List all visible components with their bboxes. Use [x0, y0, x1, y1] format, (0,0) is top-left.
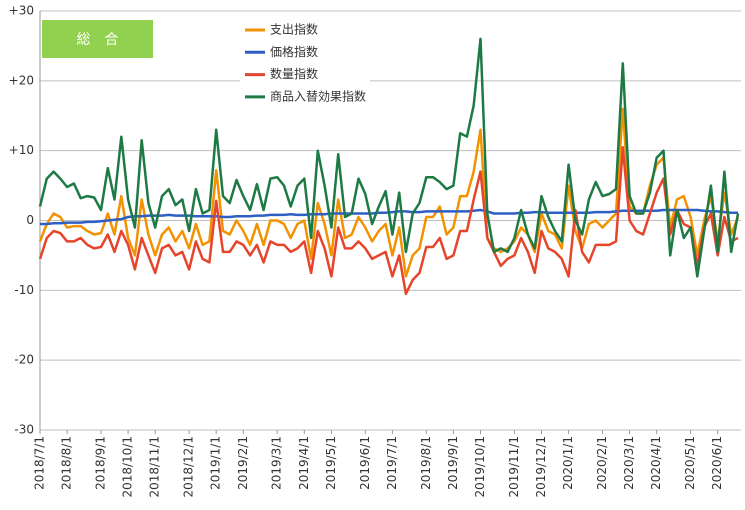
- x-tick-label: 2019/8/1: [419, 436, 433, 490]
- y-tick-label: +30: [9, 4, 34, 18]
- legend-label: 支出指数: [270, 22, 318, 37]
- series-line: [38, 145, 739, 296]
- y-tick-label: -20: [14, 353, 34, 367]
- x-tick-label: 2018/10/1: [121, 436, 135, 498]
- legend-label: 数量指数: [270, 66, 318, 81]
- chart-title: 総 合: [77, 32, 119, 48]
- x-tick-label: 2020/1/1: [561, 436, 575, 490]
- legend-label: 価格指数: [270, 44, 318, 59]
- legend-label: 商品入替効果指数: [270, 88, 366, 103]
- x-tick-label: 2020/2/1: [595, 436, 609, 490]
- x-tick-label: 2020/3/1: [622, 436, 636, 490]
- y-tick-label: 0: [26, 213, 34, 227]
- series-line: [38, 107, 740, 278]
- title-box: [42, 20, 153, 58]
- x-tick-label: 2018/12/1: [182, 436, 196, 498]
- x-tick-label: 2020/6/1: [710, 436, 724, 490]
- x-tick-label: 2020/5/1: [683, 436, 697, 490]
- x-tick-label: 2019/1/1: [209, 436, 223, 490]
- y-tick-label: +20: [9, 73, 34, 87]
- series-line: [38, 37, 740, 278]
- x-tick-label: 2019/9/1: [446, 436, 460, 490]
- x-tick-label: 2019/7/1: [385, 436, 399, 490]
- y-tick-label: +10: [9, 143, 34, 157]
- legend-box: [240, 19, 370, 107]
- x-tick-label: 2020/4/1: [649, 436, 663, 490]
- x-tick-label: 2018/11/1: [148, 436, 162, 498]
- x-tick-label: 2019/6/1: [358, 436, 372, 490]
- x-tick-label: 2019/12/1: [534, 436, 548, 498]
- x-tick-label: 2019/2/1: [236, 436, 250, 490]
- x-tick-label: 2019/11/1: [507, 436, 521, 498]
- x-tick-label: 2019/5/1: [324, 436, 338, 490]
- x-tick-label: 2018/7/1: [33, 436, 47, 490]
- y-tick-label: -30: [14, 423, 34, 437]
- y-tick-label: -10: [14, 283, 34, 297]
- x-tick-label: 2019/3/1: [270, 436, 284, 490]
- x-tick-label: 2019/10/1: [473, 436, 487, 498]
- x-tick-label: 2018/8/1: [60, 436, 74, 490]
- x-tick-label: 2018/9/1: [93, 436, 107, 490]
- x-tick-label: 2019/4/1: [297, 436, 311, 490]
